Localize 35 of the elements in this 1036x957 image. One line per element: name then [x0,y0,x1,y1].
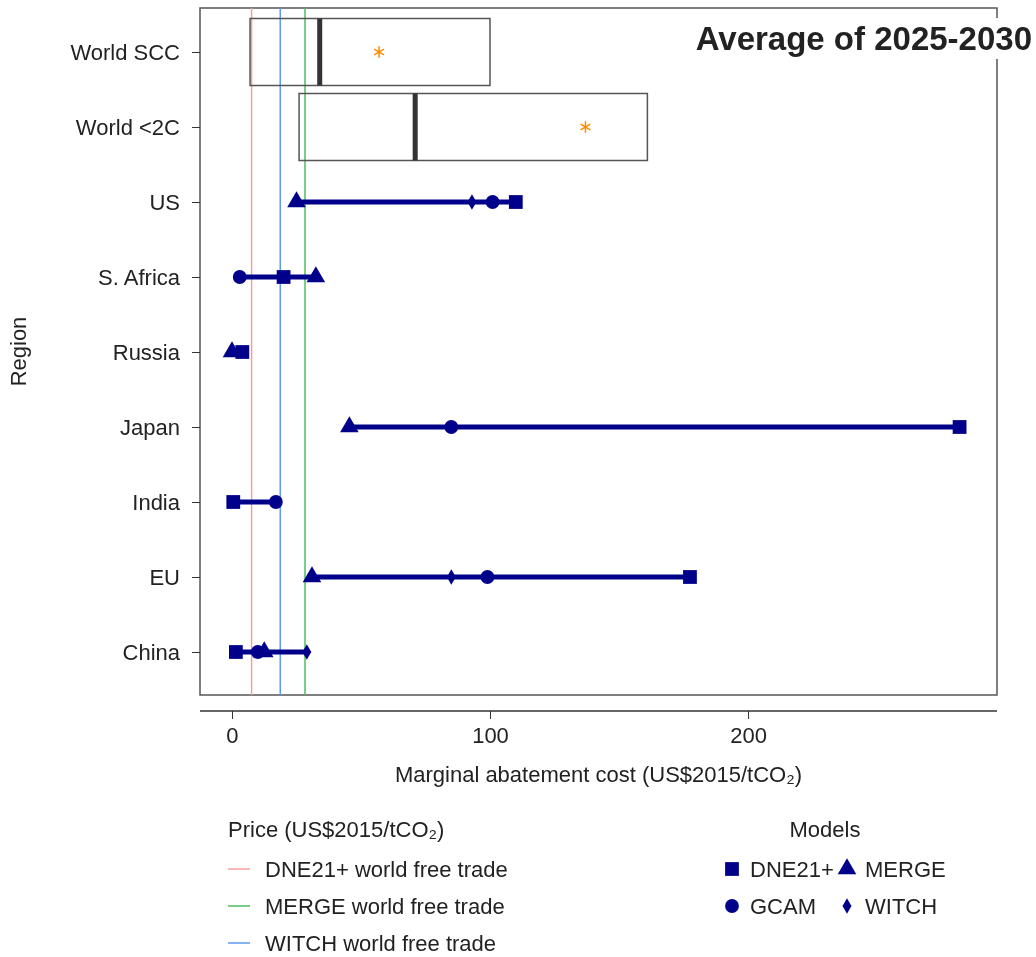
legend-label: MERGE [865,857,946,882]
legend-label: WITCH [865,894,938,919]
y-tick-label: World SCC [70,39,181,65]
y-tick-label: US [149,189,180,215]
y-tick-label: World <2C [75,114,181,140]
legend-label: DNE21+ [750,857,834,882]
point [952,420,967,434]
legend-title: Models [789,817,861,842]
point [276,270,291,284]
point [268,495,283,509]
x-axis-title: Marginal abatement cost (US$2015/tCO₂) [394,762,803,787]
x-tick-label: 0 [226,722,239,748]
point [226,495,241,509]
x-tick-label: 100 [472,722,509,748]
y-tick-label: Russia [112,339,181,365]
text: Price (US$2015/tCO₂) [228,817,445,842]
y-tick-label: Japan [120,414,180,440]
point [683,570,697,584]
y-tick-label: India [132,489,181,515]
x-tick-label: 200 [730,722,767,748]
point [228,645,243,659]
y-tick-label: China [122,639,181,665]
y-tick-label: S. Africa [98,264,181,290]
y-axis-title: Region [6,316,31,387]
point [232,270,247,284]
legend-label: DNE21+ world free trade [265,857,508,882]
legend-label: WITCH world free trade [265,931,497,956]
point [444,420,459,434]
point [485,195,500,209]
legend-label: MERGE world free trade [265,894,505,919]
point [480,570,495,584]
y-tick-label: EU [149,564,180,590]
legend-label: GCAM [750,894,816,919]
point [508,195,523,209]
chart-title: Average of 2025-2030 [695,20,1032,57]
